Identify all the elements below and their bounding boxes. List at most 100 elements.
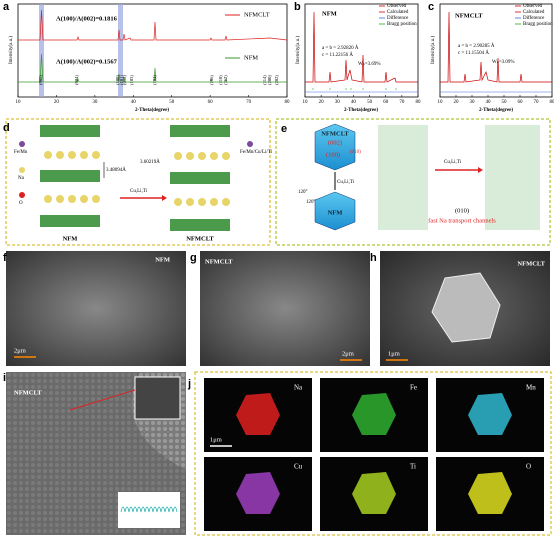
x-label: 2-Theta(degree)	[135, 108, 169, 113]
peak-label: (114)	[262, 75, 267, 85]
scale: 2μm	[342, 350, 354, 357]
x-tick-label: 60	[518, 100, 524, 105]
eds-particle	[352, 472, 396, 514]
element-label: Na	[294, 384, 303, 392]
highlight	[118, 4, 123, 97]
profile-inset	[118, 492, 180, 528]
key: Fe/Mn/Cu/Li/Ti	[240, 150, 273, 155]
lattice: c = 11.15504 Å	[458, 50, 489, 56]
panel-c: c NFMCLT ObservedCalculatedDifferenceBra…	[428, 1, 554, 113]
sample: NFMCLT	[455, 12, 483, 19]
panel-d: d Fe/Mn Na O Fe/Mn/Cu/Li/Ti 3.48094Å 3.6…	[3, 118, 273, 246]
element-label: Ti	[410, 463, 416, 471]
x-tick-label: 60	[383, 100, 389, 105]
x-tick-label: 20	[54, 100, 60, 105]
fft-inset	[134, 376, 181, 420]
bragg	[312, 88, 397, 90]
lattice: a = b = 2.92820 Å	[322, 45, 359, 51]
dopant: Cu,Li,Ti	[444, 160, 462, 165]
profile	[120, 506, 178, 513]
structure	[378, 125, 428, 230]
x-tick-label: 70	[534, 100, 540, 105]
sem-image	[200, 251, 370, 366]
wr: Wₚ=3.09%	[492, 60, 515, 65]
x-tick-label: 40	[131, 100, 137, 105]
sample: NFM	[155, 256, 170, 263]
y-label: Intensity(a.u.)	[9, 36, 14, 64]
crystal-bottom	[314, 191, 356, 231]
x-ticks: 10 20 30 40 50 60 70 80	[303, 95, 421, 105]
face: (100)	[326, 151, 340, 158]
panel-f: f NFM 2μm	[3, 251, 186, 366]
panel-label: i	[3, 372, 6, 384]
x-ticks: 10 20 30 40 50 60 70 80	[16, 95, 290, 105]
panel-label: b	[294, 1, 301, 13]
eds-particle	[236, 393, 280, 435]
border	[5, 118, 271, 246]
sample: NFMCLT	[517, 260, 545, 267]
element-label: Cu	[294, 463, 303, 471]
panel-label: c	[428, 1, 434, 13]
panel-b: b NFM ObservedCalculatedDifferenceBragg …	[294, 1, 421, 113]
legend-label: Observed	[523, 4, 543, 9]
x-tick-label: 10	[438, 100, 444, 105]
peak-label: (004)	[74, 75, 79, 85]
y-label: Intensity(a.u.)	[431, 36, 436, 64]
panel-label: f	[3, 252, 7, 264]
xrd-nfmclt	[18, 9, 288, 41]
sample: NFMCLT	[205, 258, 233, 265]
legend-label: Bragg position	[387, 22, 417, 27]
x-tick-label: 30	[470, 100, 476, 105]
element-label: O	[526, 463, 531, 471]
scale: 2μm	[14, 347, 26, 354]
peak-label: (112)	[223, 75, 228, 85]
x-tick-label: 50	[169, 100, 175, 105]
dopant: Cu,Li,Ti	[130, 189, 148, 194]
eds-particle	[236, 472, 280, 514]
x-tick-label: 80	[550, 100, 554, 105]
panel-i: i NFMCLT	[3, 372, 186, 535]
key-dot	[19, 192, 25, 198]
structure-name: NFM	[63, 235, 78, 242]
legend-label: Difference	[523, 16, 545, 21]
dopant: Cu,Li,Ti	[337, 180, 355, 185]
eds-particle	[352, 393, 396, 435]
wr: Wₚ=3.69%	[358, 62, 381, 67]
x-tick-label: 40	[351, 100, 357, 105]
sample: NFM	[322, 10, 337, 17]
channel: (010)	[455, 207, 469, 214]
peak-label: (100)	[115, 75, 120, 85]
panel-a: a NFMCLT NFM A(100)/A(002)=0.1816 A(100)…	[3, 1, 290, 113]
x-tick-label: 20	[454, 100, 460, 105]
x-tick-label: 30	[335, 100, 341, 105]
x-tick-label: 50	[367, 100, 373, 105]
sem-image	[6, 251, 186, 366]
xrd-nfm	[18, 53, 287, 83]
legend-label: Difference	[387, 16, 409, 21]
peak-label: (104)	[152, 75, 157, 85]
pointer	[69, 389, 136, 411]
fit	[440, 11, 552, 83]
face: (010)	[350, 150, 361, 155]
crystal-top	[314, 123, 356, 171]
x-tick-label: 40	[486, 100, 492, 105]
panel-j: j Na Fe Mn Cu Ti O 1μm	[187, 371, 552, 536]
highlight	[39, 4, 44, 97]
panel-label: g	[190, 252, 197, 264]
x-tick-label: 70	[399, 100, 405, 105]
x-tick-label: 60	[208, 100, 214, 105]
scale: 1μm	[210, 436, 222, 443]
peak-label: (103)	[129, 75, 134, 85]
panel-label: d	[3, 122, 10, 134]
lattice: c = 11.22156 Å	[322, 52, 353, 58]
element-label: Mn	[526, 384, 536, 392]
key-dot	[19, 167, 25, 173]
x-label: 2-Theta(degree)	[479, 108, 513, 113]
x-tick-label: 50	[502, 100, 508, 105]
angle: 120°	[298, 190, 308, 195]
legend-label: Calculated	[523, 10, 545, 15]
frame	[17, 3, 288, 98]
peak-label: (202)	[274, 75, 279, 85]
